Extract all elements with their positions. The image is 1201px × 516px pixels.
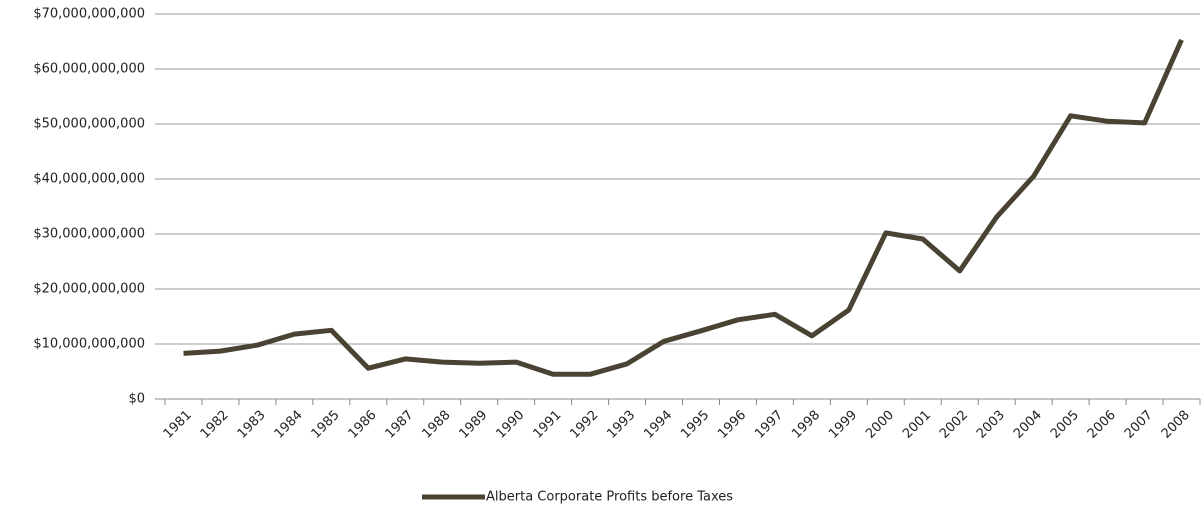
x-tick-label: 2006 xyxy=(1085,408,1119,442)
x-tick-label: 1988 xyxy=(420,408,454,442)
y-tick-label: $50,000,000,000 xyxy=(33,117,145,132)
x-tick-label: 1998 xyxy=(789,408,823,442)
x-tick-label: 1985 xyxy=(309,408,343,442)
x-tick-label: 1997 xyxy=(752,408,786,442)
x-tick-label: 2003 xyxy=(974,408,1008,442)
x-tick-label: 1999 xyxy=(826,408,860,442)
y-tick-label: $0 xyxy=(128,392,145,407)
y-tick-label: $70,000,000,000 xyxy=(33,7,145,22)
x-tick-label: 1982 xyxy=(198,408,232,442)
x-tick-label: 1984 xyxy=(272,408,306,442)
y-tick-label: $60,000,000,000 xyxy=(33,62,145,77)
legend-label: Alberta Corporate Profits before Taxes xyxy=(486,490,733,505)
x-tick-label: 1981 xyxy=(161,408,195,442)
x-tick-label: 1986 xyxy=(346,408,380,442)
x-tick-label: 2002 xyxy=(937,408,971,442)
x-tick-label: 2000 xyxy=(863,408,897,442)
x-tick-label: 1989 xyxy=(456,408,490,442)
x-tick-label: 1994 xyxy=(641,408,675,442)
y-tick-label: $20,000,000,000 xyxy=(33,282,145,297)
x-tick-label: 1991 xyxy=(530,408,564,442)
line xyxy=(183,38,1184,377)
x-tick-label: 2008 xyxy=(1159,408,1193,442)
x-tick-label: 1987 xyxy=(383,408,417,442)
x-tick-label: 2007 xyxy=(1122,408,1156,442)
x-tick-label: 1992 xyxy=(567,408,601,442)
x-tick-label: 1996 xyxy=(715,408,749,442)
x-tick-label: 1993 xyxy=(604,408,638,442)
x-tick-label: 2001 xyxy=(900,408,934,442)
x-tick-label: 2004 xyxy=(1011,408,1045,442)
x-tick-label: 1995 xyxy=(678,408,712,442)
x-tick-label: 1990 xyxy=(493,408,527,442)
y-tick-label: $40,000,000,000 xyxy=(33,172,145,187)
y-tick-label: $30,000,000,000 xyxy=(33,227,145,242)
x-tick-label: 1983 xyxy=(235,408,269,442)
x-tick-label: 2005 xyxy=(1048,408,1082,442)
y-tick-label: $10,000,000,000 xyxy=(33,337,145,352)
